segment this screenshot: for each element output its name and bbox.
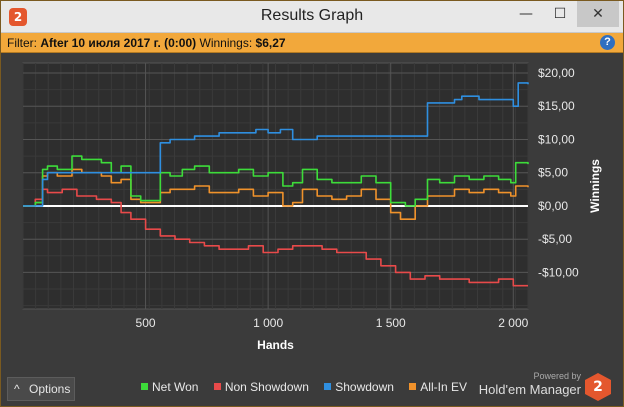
bottom-bar: ^ Options Net Won Non Showdown Showdown … bbox=[1, 371, 623, 407]
filter-text: Filter: After 10 июля 2017 г. (0:00) Win… bbox=[7, 36, 286, 50]
y-tick-label: $20,00 bbox=[538, 66, 575, 80]
powered-by-text: Powered by bbox=[533, 371, 581, 381]
help-icon[interactable]: ? bbox=[600, 35, 615, 50]
legend-label: All-In EV bbox=[420, 380, 467, 394]
series-line-net-won bbox=[23, 155, 529, 207]
filter-bar[interactable]: Filter: After 10 июля 2017 г. (0:00) Win… bbox=[1, 33, 623, 53]
y-tick-label: $15,00 bbox=[538, 99, 575, 113]
options-button[interactable]: ^ Options bbox=[7, 377, 75, 401]
y-tick-label: -$5,00 bbox=[538, 232, 572, 246]
maximize-button[interactable]: ☐ bbox=[553, 6, 567, 22]
series-line-showdown bbox=[23, 82, 529, 207]
legend-item-showdown[interactable]: Showdown bbox=[324, 380, 394, 394]
results-chart: 500 1 000 1 500 2 000 $20,00 $15,00 $10,00 $5,0… bbox=[22, 62, 602, 352]
close-button[interactable]: ✕ bbox=[577, 1, 619, 27]
legend-item-non-showdown[interactable]: Non Showdown bbox=[213, 380, 309, 394]
options-label: Options bbox=[28, 382, 71, 396]
title-bar: 2 Results Graph — ☐ ✕ bbox=[1, 1, 623, 33]
minimize-button[interactable]: — bbox=[519, 6, 533, 22]
legend-label: Non Showdown bbox=[224, 380, 309, 394]
x-tick-label: 1 500 bbox=[376, 316, 406, 330]
legend-swatch bbox=[409, 383, 417, 390]
winnings-label: Winnings: bbox=[199, 36, 253, 50]
y-tick-label: $10,00 bbox=[538, 132, 575, 146]
legend-label: Showdown bbox=[335, 380, 394, 394]
filter-label: Filter: bbox=[7, 36, 37, 50]
legend-swatch bbox=[213, 383, 221, 390]
x-tick-label: 500 bbox=[136, 316, 156, 330]
y-tick-label: $5,00 bbox=[538, 166, 568, 180]
chevron-up-icon: ^ bbox=[14, 382, 20, 396]
series-line-non-showdown bbox=[23, 188, 528, 287]
legend-swatch bbox=[141, 383, 148, 390]
holdem-manager-logo-icon: 2 bbox=[585, 373, 611, 401]
window-title: Results Graph bbox=[260, 7, 364, 24]
brand: Powered by Hold'em Manager 2 bbox=[477, 371, 617, 405]
x-tick-label: 2 000 bbox=[498, 316, 528, 330]
y-tick-label: -$10,00 bbox=[538, 265, 579, 279]
app-logo-icon: 2 bbox=[9, 8, 27, 26]
x-axis-label: Hands bbox=[257, 338, 294, 352]
legend-item-net-won[interactable]: Net Won bbox=[141, 380, 198, 394]
chart-legend: Net Won Non Showdown Showdown All-In EV bbox=[141, 380, 479, 394]
legend-item-all-in-ev[interactable]: All-In EV bbox=[409, 380, 467, 394]
legend-label: Net Won bbox=[152, 380, 199, 394]
y-tick-label: $0,00 bbox=[538, 199, 568, 213]
winnings-value: $6,27 bbox=[255, 36, 286, 50]
x-tick-label: 1 000 bbox=[253, 316, 283, 330]
brand-name: Hold'em Manager bbox=[478, 382, 581, 397]
legend-swatch bbox=[324, 383, 332, 390]
filter-value: After 10 июля 2017 г. (0:00) bbox=[40, 36, 197, 50]
y-axis-label: Winnings bbox=[588, 159, 602, 213]
